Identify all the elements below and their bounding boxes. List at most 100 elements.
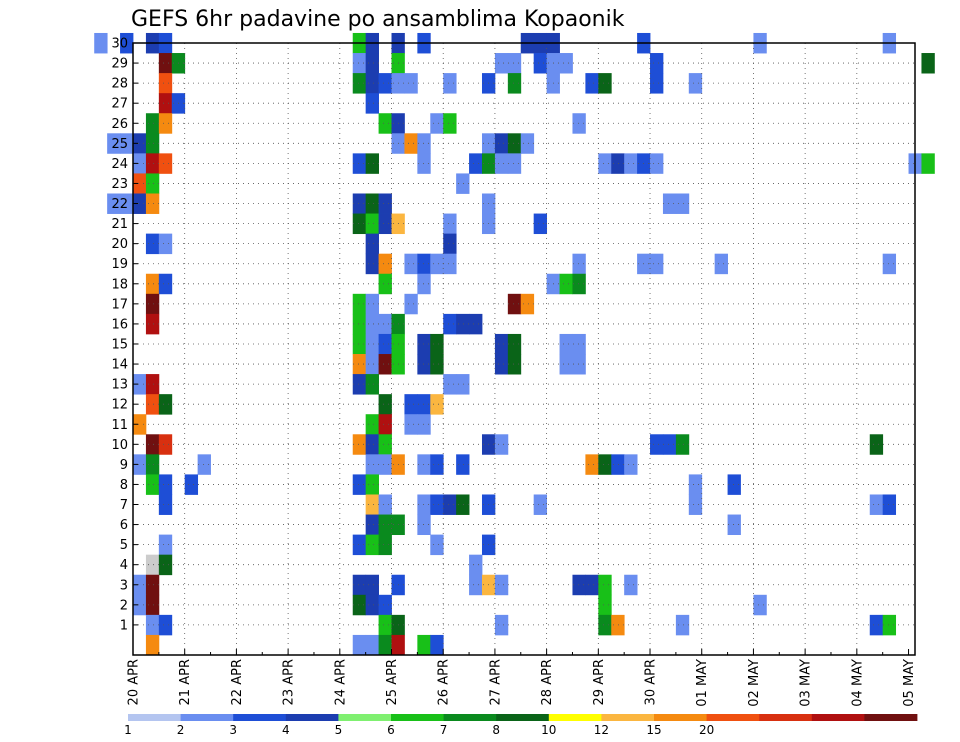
heatmap-cell [572,333,586,355]
heatmap-cell [417,273,431,295]
x-tick-label: 25 APR [385,659,400,705]
heatmap-cell [404,253,418,275]
heatmap-cell [145,434,160,455]
x-tick-label: 29 APR [592,659,607,705]
heatmap-cell [133,594,147,616]
heatmap-cell [352,354,367,375]
colorbar-label: 4 [282,723,290,737]
heatmap-cell [158,113,173,134]
heatmap-cell [378,193,392,214]
heatmap-cell [572,273,586,295]
colorbar-label: 15 [646,723,661,737]
heatmap-cell [378,414,392,435]
heatmap-cell [417,634,431,656]
colorbar-swatch [338,714,392,721]
heatmap-cell [145,193,160,214]
heatmap-cell [352,474,367,495]
y-tick-label: 1 [120,618,128,633]
heatmap-cell [352,73,367,94]
heatmap-cell [921,153,935,174]
heatmap-cell [417,153,431,174]
y-tick-label: 6 [120,518,128,533]
grid-lines [133,42,915,655]
heatmap-cell [417,133,431,154]
heatmap-cell [456,494,470,515]
heatmap-cell [352,53,367,74]
heatmap-cell [520,133,535,154]
colorbar-swatch [128,714,181,721]
heatmap-cell [430,494,444,515]
heatmap-cell [365,574,379,596]
colorbar-swatch [496,714,550,721]
heatmap-cell [469,313,483,335]
colorbar-swatch [706,714,760,721]
heatmap-cell [443,113,457,134]
heatmap-cell [365,333,379,355]
heatmap-cell [675,614,690,636]
heatmap-cell [145,173,160,194]
heatmap-cell [598,594,612,616]
heatmap-cell [365,414,379,435]
y-tick-label: 15 [111,337,128,352]
x-tick-label: 01 MAY [695,659,710,707]
x-tick-label: 02 MAY [747,659,762,707]
heatmap-cell [469,554,483,576]
heatmap-cell [378,514,392,536]
colorbar-swatch [233,714,287,721]
heatmap-cell [145,634,160,656]
heatmap-cell [352,374,367,395]
heatmap-cell [585,454,599,475]
heatmap-cell [494,614,509,636]
heatmap-cell [365,293,379,315]
heatmap-cell [430,394,444,415]
heatmap-cell [443,73,457,94]
heatmap-cell [352,534,367,556]
heatmap-cell [145,273,160,295]
heatmap-cell [365,73,379,94]
chart-title: GEFS 6hr padavine po ansamblima Kopaonik [131,7,625,32]
heatmap-cell [507,354,522,375]
heatmap-cell [145,454,160,475]
heatmap-cell [145,474,160,495]
heatmap-cell [624,153,638,174]
heatmap-cell [507,53,522,74]
y-tick-label: 11 [111,418,128,433]
colorbar-label: 10 [541,723,556,737]
x-tick-label: 27 APR [488,659,503,705]
heatmap-cell [378,73,392,94]
heatmap-cell [650,53,664,74]
x-tick-label: 04 MAY [850,659,865,707]
heatmap-cell [94,32,108,54]
heatmap-cell [611,454,625,475]
heatmap-cell [572,253,586,275]
heatmap-cell [675,193,690,214]
heatmap-cell [352,293,367,315]
heatmap-cell [365,594,379,616]
heatmap-cell [882,253,897,275]
heatmap-cell [869,614,884,636]
y-tick-label: 22 [111,197,128,212]
heatmap-cell [378,614,392,636]
heatmap-cell [469,153,483,174]
heatmap-cell [443,494,457,515]
heatmap-cell [145,313,160,335]
heatmap-cell [507,133,522,154]
heatmap-cell [624,574,638,596]
heatmap-cell [133,173,147,194]
heatmap-cell [585,73,599,94]
heatmap-cell [494,574,509,596]
heatmap-cell [365,233,379,255]
heatmap-cell [197,454,211,475]
heatmap-cell [650,434,664,455]
heatmap-cell [378,113,392,134]
y-tick-label: 27 [111,97,128,112]
heatmap-cell [430,113,444,134]
colorbar-label: 3 [229,723,237,737]
heatmap-cell [430,253,444,275]
heatmap-cell [443,313,457,335]
y-tick-label: 5 [120,538,128,553]
heatmap-cell [882,614,897,636]
heatmap-cell [107,193,121,214]
x-tick-label: 21 APR [178,659,193,705]
